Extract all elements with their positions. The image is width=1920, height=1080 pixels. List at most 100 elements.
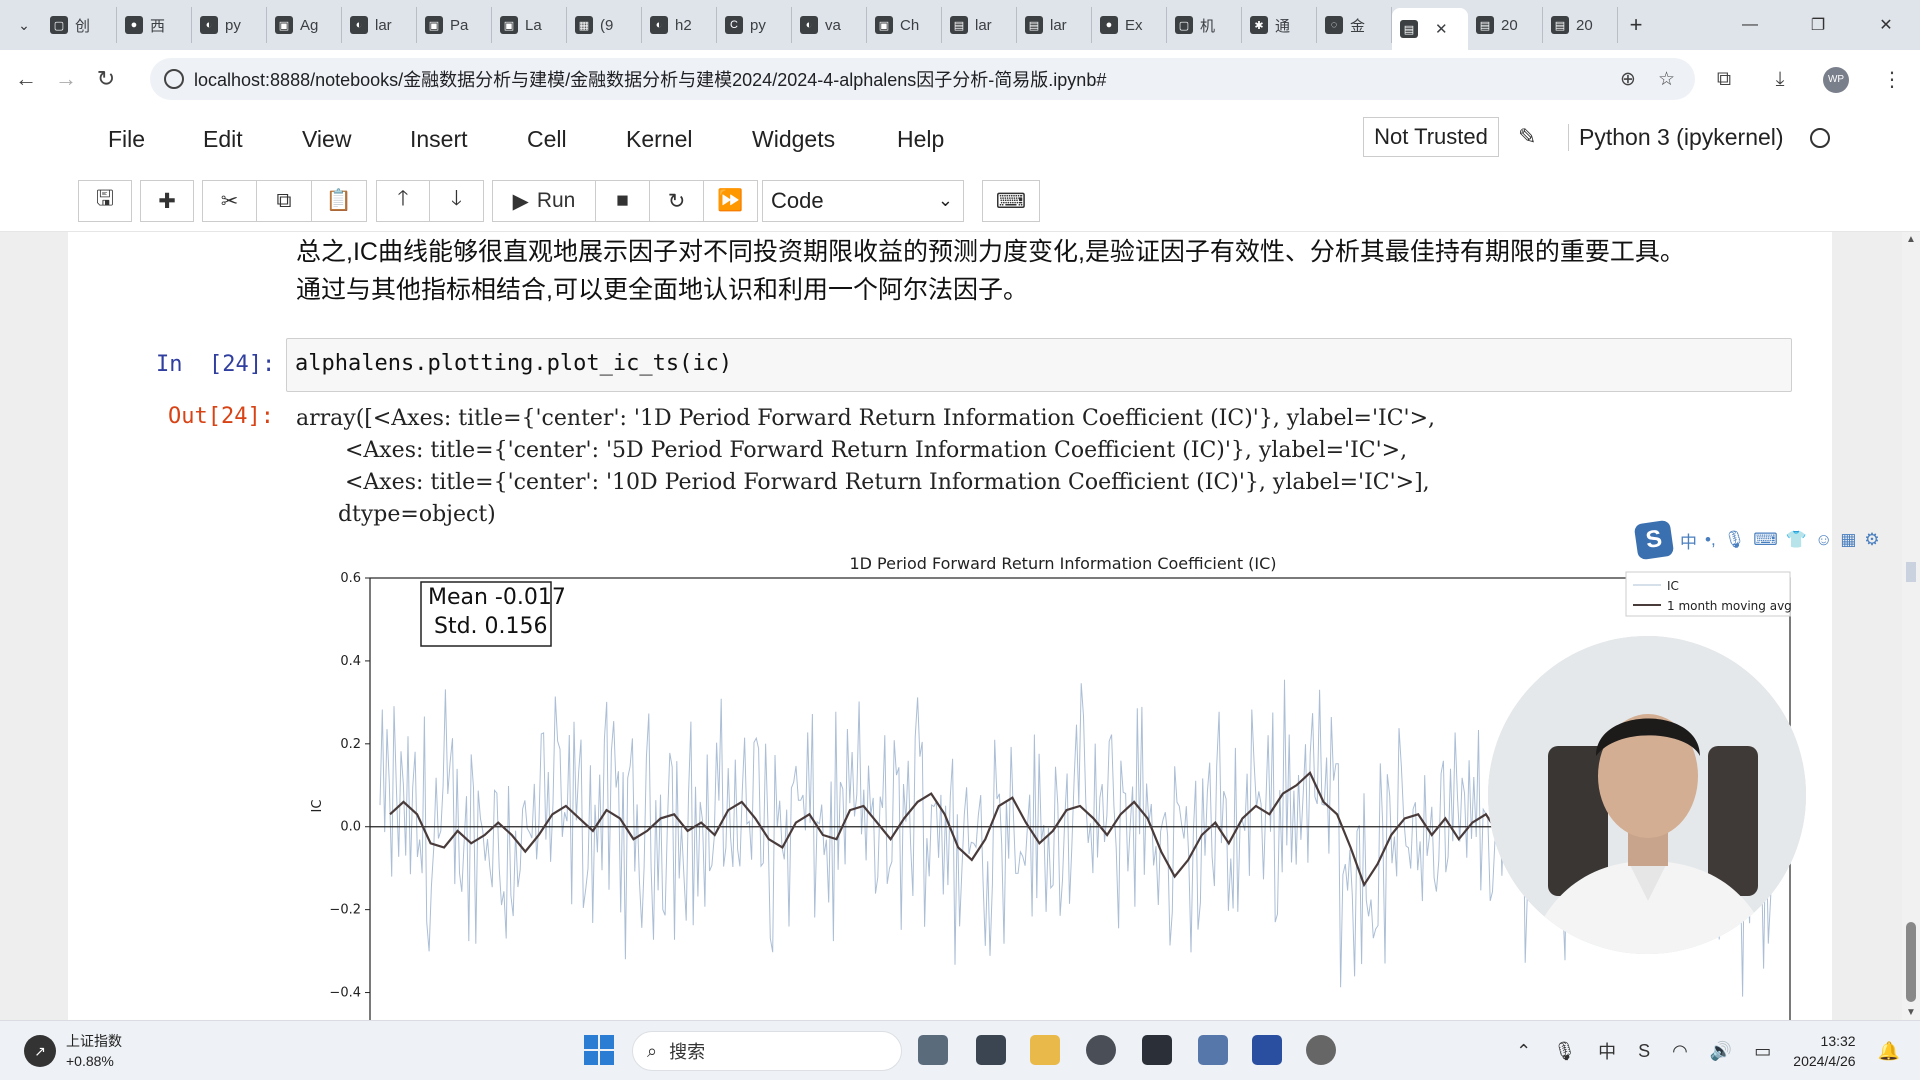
browser-tab[interactable]: ● 西 xyxy=(117,7,192,43)
ime-mode-toggle[interactable]: 中 xyxy=(1680,532,1697,552)
tray-expand-icon[interactable]: ⌃ xyxy=(1516,1040,1532,1061)
ime-settings-icon[interactable]: ⚙ xyxy=(1864,530,1880,549)
app-icon-1[interactable] xyxy=(976,1035,1006,1065)
active-tab[interactable]: ▤ ✕ xyxy=(1392,8,1468,50)
app-icon-2[interactable] xyxy=(1198,1035,1228,1065)
back-button[interactable]: ← xyxy=(15,66,37,91)
menu-help[interactable]: Help xyxy=(897,126,945,152)
browser-tab[interactable]: ◌ 金 xyxy=(1317,7,1392,43)
restart-run-all-button[interactable]: ⏩ xyxy=(704,180,758,222)
browser-tab[interactable]: ▤ lar xyxy=(942,7,1017,43)
tab-search-button[interactable]: ⌄ xyxy=(18,16,30,33)
browser-tab[interactable]: ▣ La xyxy=(492,7,567,43)
notification-icon[interactable]: 🔔 xyxy=(1877,1040,1900,1061)
wps-icon[interactable] xyxy=(1252,1035,1282,1065)
browser-tab[interactable]: ▣ Pa xyxy=(417,7,492,43)
insert-cell-button[interactable]: ✚ xyxy=(140,180,194,222)
zoom-icon[interactable]: ⊕ xyxy=(1620,68,1636,90)
stock-widget[interactable]: ↗ 上证指数 +0.88% xyxy=(24,1031,122,1071)
kernel-name[interactable]: Python 3 (ipykernel) xyxy=(1568,124,1784,151)
browser-tab[interactable]: ▣ Ch xyxy=(867,7,942,43)
browser-menu-icon[interactable]: ⋮ xyxy=(1882,68,1902,91)
interrupt-button[interactable]: ■ xyxy=(596,180,650,222)
download-icon[interactable]: ⤓ xyxy=(1775,67,1785,90)
microphone-icon[interactable]: 🎙 xyxy=(1723,530,1746,549)
jupyter-menubar: File Edit View Insert Cell Kernel Widget… xyxy=(0,108,1920,172)
browser-tab[interactable]: ▤ 20 xyxy=(1543,7,1618,43)
scroll-thumb[interactable] xyxy=(1906,922,1916,1002)
command-palette-button[interactable]: ⌨ xyxy=(982,180,1040,222)
menu-cell[interactable]: Cell xyxy=(527,126,567,152)
ime-tray-icon[interactable]: 中 xyxy=(1598,1042,1617,1062)
code-cell-input[interactable]: alphalens.plotting.plot_ic_ts(ic) xyxy=(286,338,1792,392)
bookmark-star-icon[interactable]: ☆ xyxy=(1657,68,1675,90)
task-view-icon[interactable] xyxy=(918,1035,948,1065)
battery-icon[interactable]: ▭ xyxy=(1754,1040,1772,1061)
save-button[interactable]: 🖫 xyxy=(78,180,132,222)
cell-type-select[interactable]: Code ⌄ xyxy=(762,180,964,222)
trust-status-button[interactable]: Not Trusted xyxy=(1363,117,1499,157)
browser-tab[interactable]: ▤ lar xyxy=(1017,7,1092,43)
reload-button[interactable]: ↻ xyxy=(96,66,116,91)
browser-tab[interactable]: ◐ h2 xyxy=(642,7,717,43)
keyboard-icon[interactable]: ⌨ xyxy=(1753,530,1778,549)
restart-button[interactable]: ↻ xyxy=(650,180,704,222)
move-up-button[interactable]: 🡑 xyxy=(376,180,430,222)
forward-button[interactable]: → xyxy=(55,66,77,91)
taskbar-search[interactable]: ⌕ 搜索 xyxy=(632,1031,902,1071)
move-down-button[interactable]: 🡓 xyxy=(430,180,484,222)
file-explorer-icon[interactable] xyxy=(1030,1035,1060,1065)
chrome-icon[interactable] xyxy=(1086,1035,1116,1065)
toolbox-icon[interactable]: ▦ xyxy=(1840,530,1857,549)
volume-icon[interactable]: 🔊 xyxy=(1709,1040,1733,1061)
site-info-icon[interactable] xyxy=(164,69,184,89)
copy-icon: ⧉ xyxy=(276,189,292,212)
browser-tab[interactable]: ◐ lar xyxy=(342,7,417,43)
menu-kernel[interactable]: Kernel xyxy=(626,126,693,152)
emoji-icon[interactable]: ☺ xyxy=(1815,530,1833,549)
browser-tab[interactable]: ▤ 20 xyxy=(1468,7,1543,43)
extensions-icon[interactable]: ⧉ xyxy=(1716,67,1732,90)
minimize-button[interactable]: — xyxy=(1742,16,1758,33)
close-tab-icon[interactable]: ✕ xyxy=(1435,21,1448,38)
recorder-icon[interactable] xyxy=(1306,1035,1336,1065)
edit-pencil-icon[interactable]: ✎ xyxy=(1518,124,1537,149)
menu-insert[interactable]: Insert xyxy=(410,126,468,152)
start-button[interactable] xyxy=(584,1035,614,1065)
browser-tab[interactable]: ✱ 通 xyxy=(1242,7,1317,43)
menu-edit[interactable]: Edit xyxy=(203,126,243,152)
page-scrollbar[interactable]: ▲ ▼ xyxy=(1902,232,1920,1020)
menu-widgets[interactable]: Widgets xyxy=(752,126,836,152)
browser-tab[interactable]: ▣ Ag xyxy=(267,7,342,43)
run-button[interactable]: ▶ Run xyxy=(492,180,596,222)
new-tab-button[interactable]: + xyxy=(1629,12,1643,37)
browser-tab[interactable]: ● Ex xyxy=(1092,7,1167,43)
sogou-logo-icon[interactable]: S xyxy=(1633,519,1675,561)
browser-tab[interactable]: ◐ py xyxy=(192,7,267,43)
browser-tab[interactable]: ▦ (9 xyxy=(567,7,642,43)
menu-view[interactable]: View xyxy=(302,126,352,152)
copy-button[interactable]: ⧉ xyxy=(257,180,312,222)
close-window-button[interactable]: ✕ xyxy=(1879,17,1893,34)
browser-tab[interactable]: ◐ va xyxy=(792,7,867,43)
ime-punctuation-toggle[interactable]: •, xyxy=(1705,530,1716,549)
menu-file[interactable]: File xyxy=(108,126,146,152)
browser-tab[interactable]: ▢ 创 xyxy=(42,7,117,43)
restore-button[interactable]: ❐ xyxy=(1810,17,1826,34)
legend-label-ic: IC xyxy=(1667,579,1679,593)
scroll-up-icon[interactable]: ▲ xyxy=(1906,234,1916,245)
sogou-tray-icon[interactable]: S xyxy=(1638,1040,1651,1061)
wifi-icon[interactable]: ◠ xyxy=(1672,1040,1688,1061)
cut-button[interactable]: ✂ xyxy=(202,180,257,222)
microphone-icon[interactable]: 🎙 xyxy=(1553,1040,1577,1061)
profile-avatar[interactable]: WP xyxy=(1808,65,1864,93)
url-field[interactable]: localhost:8888/notebooks/金融数据分析与建模/金融数据分… xyxy=(150,58,1695,100)
terminal-icon[interactable] xyxy=(1142,1035,1172,1065)
skin-icon[interactable]: 👕 xyxy=(1785,530,1807,549)
clock[interactable]: 13:32 2024/4/26 xyxy=(1793,1031,1855,1071)
arrow-down-icon: 🡓 xyxy=(451,186,462,210)
paste-button[interactable]: 📋 xyxy=(312,180,367,222)
browser-tab[interactable]: ▢ 机 xyxy=(1167,7,1242,43)
scroll-down-icon[interactable]: ▼ xyxy=(1906,1007,1916,1018)
